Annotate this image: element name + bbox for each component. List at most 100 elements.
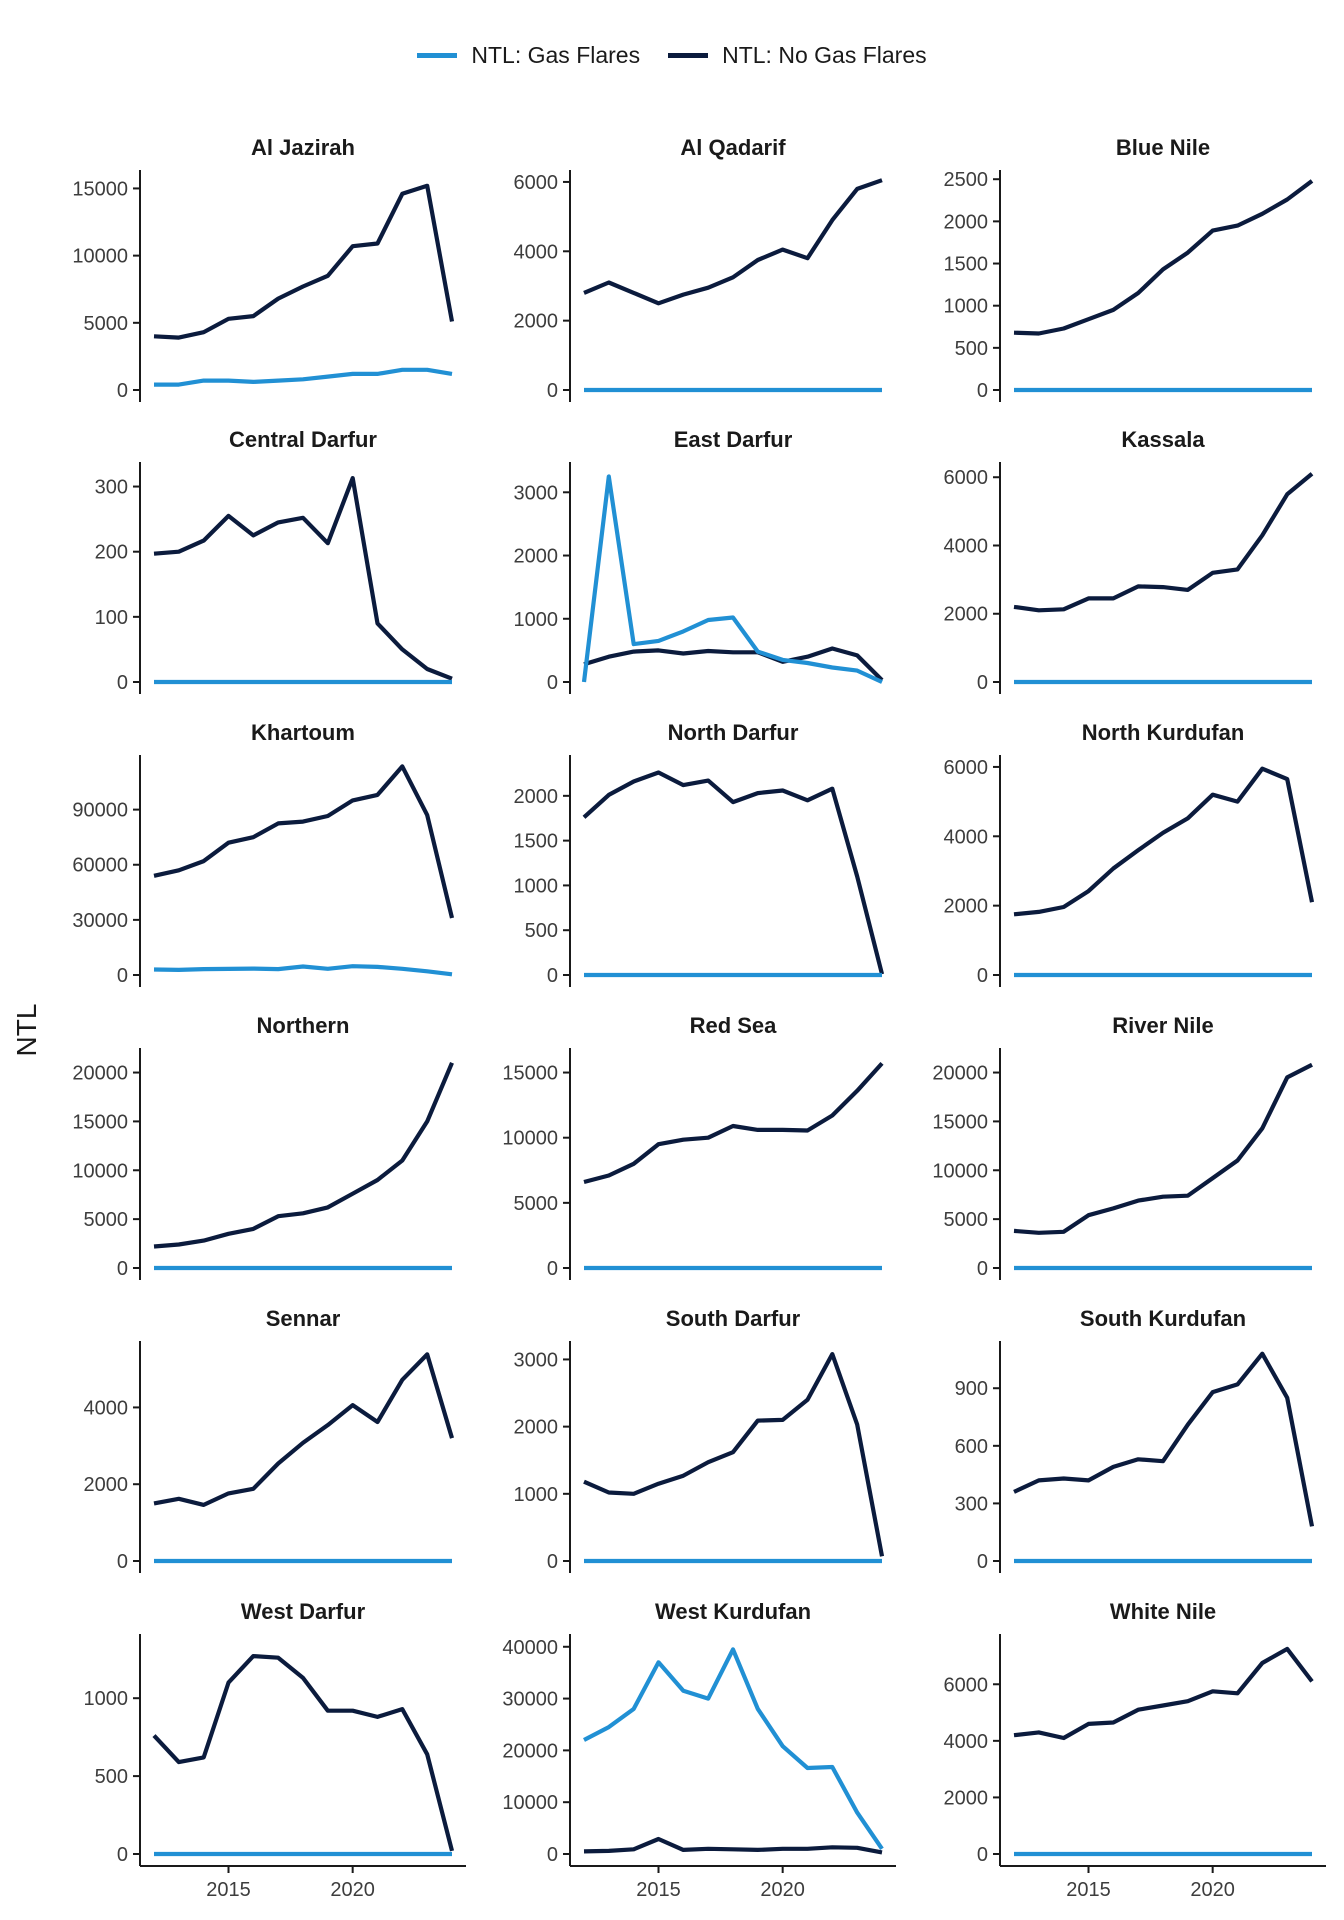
x-tick-label: 2015 [1066, 1879, 1111, 1901]
y-tick-label: 0 [547, 1551, 558, 1573]
panel-title-al-jazirah: Al Jazirah [251, 135, 355, 160]
y-tick-label: 0 [977, 672, 988, 694]
y-tick-label: 10000 [932, 1160, 988, 1182]
series-line-no-gas-flares [153, 1352, 455, 1508]
y-tick-label: 0 [117, 380, 128, 402]
legend-item-gas-flares: NTL: Gas Flares [417, 42, 640, 69]
panel-title-north-kurdufan: North Kurdufan [1082, 720, 1245, 745]
panel-title-north-darfur: North Darfur [668, 720, 799, 745]
y-tick-label: 2000 [944, 604, 989, 626]
y-tick-label: 0 [977, 1258, 988, 1280]
y-tick-label: 15000 [932, 1111, 988, 1133]
series-line-no-gas-flares [1013, 1062, 1313, 1235]
y-tick-label: 90000 [72, 800, 128, 822]
y-tick-label: 1000 [944, 296, 989, 318]
y-tick-label: 0 [547, 672, 558, 694]
panel-south-kurdufan: South Kurdufan 0 300 600 900 [955, 1306, 1315, 1573]
y-tick-label: 2000 [514, 311, 559, 333]
y-tick-label: 10000 [72, 246, 128, 268]
series-line-no-gas-flares [583, 1061, 884, 1185]
legend-label-gas-flares: NTL: Gas Flares [471, 41, 641, 68]
series-line-no-gas-flares [1013, 1351, 1315, 1527]
y-tick-label: 1000 [514, 875, 559, 897]
y-tick-label: 3000 [514, 482, 559, 504]
panel-title-white-nile: White Nile [1110, 1599, 1216, 1624]
y-tick-label: 0 [117, 965, 128, 987]
x-tick-label: 2015 [206, 1879, 251, 1901]
series-line-no-gas-flares [583, 1836, 883, 1855]
panel-title-kassala: Kassala [1121, 427, 1205, 452]
series-line-gas-flares [581, 474, 883, 684]
panel-title-river-nile: River Nile [1112, 1013, 1214, 1038]
series-line-no-gas-flares [583, 646, 884, 682]
y-tick-label: 20000 [932, 1063, 988, 1085]
y-tick-label: 500 [525, 920, 558, 942]
panel-title-west-darfur: West Darfur [241, 1599, 366, 1624]
y-tick-label: 2000 [514, 546, 559, 568]
panel-title-west-kurdufan: West Kurdufan [655, 1599, 811, 1624]
y-tick-label: 1500 [944, 254, 989, 276]
series-line-no-gas-flares [153, 764, 455, 919]
y-tick-label: 0 [117, 1258, 128, 1280]
y-tick-label: 2000 [514, 786, 559, 808]
y-tick-label: 4000 [514, 241, 559, 263]
panel-south-darfur: South Darfur 0 1000 2000 3000 [514, 1306, 885, 1573]
y-tick-label: 2500 [944, 169, 989, 191]
y-tick-label: 4000 [84, 1397, 129, 1419]
y-tick-label: 900 [955, 1378, 988, 1400]
y-tick-label: 0 [117, 1844, 128, 1866]
y-tick-label: 5000 [514, 1193, 559, 1215]
panel-title-south-kurdufan: South Kurdufan [1080, 1306, 1246, 1331]
panel-title-south-darfur: South Darfur [666, 1306, 801, 1331]
y-tick-label: 500 [95, 1766, 128, 1788]
panel-title-northern: Northern [257, 1013, 350, 1038]
y-tick-label: 15000 [72, 1111, 128, 1133]
y-tick-label: 0 [547, 380, 558, 402]
x-tick-label: 2020 [1190, 1879, 1235, 1901]
series-line-no-gas-flares [1013, 1646, 1314, 1741]
series-line-no-gas-flares [153, 1061, 454, 1249]
panel-blue-nile: Blue Nile 0 500 1000 1500 2000 2500 [944, 135, 1314, 402]
y-tick-label: 200 [95, 542, 128, 564]
y-tick-label: 1000 [514, 609, 559, 631]
y-tick-label: 300 [95, 477, 128, 499]
y-tick-label: 40000 [502, 1637, 558, 1659]
x-tick-label: 2020 [330, 1879, 375, 1901]
y-tick-label: 300 [955, 1493, 988, 1515]
series-line-no-gas-flares [153, 476, 453, 681]
panel-title-khartoum: Khartoum [251, 720, 355, 745]
panel-west-kurdufan: West Kurdufan 0 10000 20000 30000 40000 2015 20… [502, 1599, 896, 1901]
legend-item-no-gas-flares: NTL: No Gas Flares [668, 42, 927, 69]
y-tick-label: 0 [117, 1551, 128, 1573]
panel-river-nile: River Nile 0 5000 10000 15000 20000 [932, 1013, 1313, 1280]
series-line-gas-flares [154, 367, 453, 387]
y-tick-label: 0 [977, 1551, 988, 1573]
panel-al-jazirah: Al Jazirah 0 5000 10000 15000 [72, 135, 455, 402]
y-tick-label: 20000 [72, 1063, 128, 1085]
y-tick-label: 100 [95, 607, 128, 629]
x-tick-label: 2015 [636, 1879, 681, 1901]
panel-title-red-sea: Red Sea [690, 1013, 778, 1038]
y-tick-label: 5000 [944, 1209, 989, 1231]
series-line-no-gas-flares [1013, 472, 1314, 613]
y-tick-label: 1000 [84, 1688, 129, 1710]
y-tick-label: 10000 [502, 1128, 558, 1150]
panel-khartoum: Khartoum 0 30000 60000 90000 [72, 720, 455, 987]
series-line-no-gas-flares [153, 183, 455, 340]
panel-sennar: Sennar 0 2000 4000 [84, 1306, 455, 1573]
y-tick-label: 10000 [72, 1160, 128, 1182]
panel-white-nile: White Nile 0 2000 4000 6000 2015 2020 [944, 1599, 1326, 1901]
y-tick-label: 6000 [514, 172, 559, 194]
y-tick-label: 0 [547, 1258, 558, 1280]
y-tick-label: 2000 [944, 896, 989, 918]
series-line-gas-flares [153, 964, 453, 977]
series-line-no-gas-flares [1013, 766, 1315, 917]
y-tick-label: 6000 [944, 467, 989, 489]
y-tick-label: 10000 [502, 1792, 558, 1814]
y-tick-label: 0 [977, 965, 988, 987]
panel-west-darfur: West Darfur 0 500 1000 2015 2020 [84, 1599, 466, 1901]
y-tick-label: 30000 [72, 910, 128, 932]
panel-north-darfur: North Darfur 0 500 1000 1500 2000 [514, 720, 885, 987]
series-line-no-gas-flares [583, 178, 883, 306]
